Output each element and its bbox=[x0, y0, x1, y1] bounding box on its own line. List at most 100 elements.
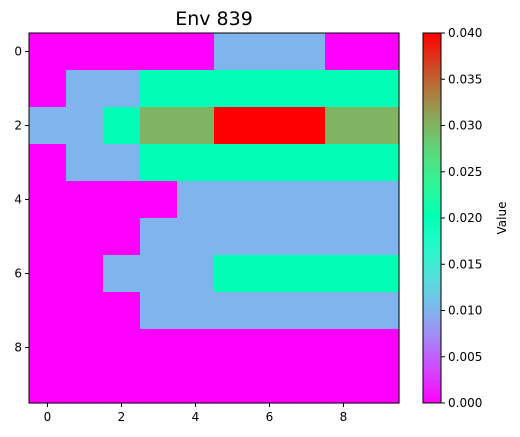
x-tick-label: 2 bbox=[118, 410, 126, 424]
x-tick-label: 4 bbox=[192, 410, 200, 424]
heatmap-cell bbox=[251, 329, 289, 367]
heatmap-cell bbox=[288, 107, 326, 145]
colorbar-label: Value bbox=[495, 202, 509, 235]
heatmap-cell bbox=[288, 366, 326, 404]
heatmap-cell bbox=[214, 144, 252, 182]
heatmap-cell bbox=[177, 33, 215, 71]
heatmap-cell bbox=[251, 33, 289, 71]
heatmap-cell bbox=[29, 33, 67, 71]
heatmap-cell bbox=[66, 329, 104, 367]
heatmap-cell bbox=[362, 329, 400, 367]
y-axis: 0 2 4 6 8 bbox=[14, 45, 29, 355]
heatmap-cell bbox=[177, 329, 215, 367]
heatmap-cell bbox=[214, 366, 252, 404]
heatmap-cell bbox=[103, 70, 141, 108]
heatmap-cell bbox=[251, 366, 289, 404]
x-axis: 0 2 4 6 8 bbox=[44, 403, 347, 424]
heatmap-cell bbox=[325, 292, 363, 330]
heatmap-cell bbox=[103, 107, 141, 145]
heatmap-cell bbox=[325, 181, 363, 219]
colorbar-tick-label: 0.005 bbox=[448, 350, 482, 364]
heatmap-cell bbox=[214, 329, 252, 367]
heatmap-cell bbox=[29, 218, 67, 256]
heatmap-cell bbox=[288, 70, 326, 108]
heatmap-cell bbox=[103, 255, 141, 293]
heatmap-cell bbox=[325, 107, 363, 145]
heatmap-cell bbox=[66, 292, 104, 330]
x-tick-label: 6 bbox=[266, 410, 274, 424]
heatmap-cell bbox=[140, 181, 178, 219]
heatmap-cell bbox=[29, 255, 67, 293]
heatmap-cell bbox=[103, 33, 141, 71]
colorbar-tick-label: 0.035 bbox=[448, 72, 482, 86]
heatmap-cell bbox=[140, 144, 178, 182]
heatmap-cell bbox=[362, 218, 400, 256]
heatmap-cell bbox=[288, 329, 326, 367]
heatmap-cell bbox=[29, 144, 67, 182]
colorbar-tick-label: 0.010 bbox=[448, 304, 482, 318]
heatmap-cell bbox=[103, 366, 141, 404]
heatmap-cell bbox=[251, 107, 289, 145]
heatmap-cell bbox=[362, 144, 400, 182]
heatmap-cell bbox=[140, 218, 178, 256]
heatmap-cell bbox=[140, 292, 178, 330]
heatmap-cell bbox=[140, 107, 178, 145]
heatmap-cell bbox=[251, 292, 289, 330]
y-tick-label: 4 bbox=[14, 193, 22, 207]
heatmap-cell bbox=[288, 292, 326, 330]
heatmap-cell bbox=[177, 292, 215, 330]
heatmap-cell bbox=[362, 366, 400, 404]
heatmap-cell bbox=[325, 255, 363, 293]
heatmap-cell bbox=[140, 70, 178, 108]
heatmap-cell bbox=[66, 107, 104, 145]
heatmap-cell bbox=[66, 144, 104, 182]
heatmap-cell bbox=[66, 33, 104, 71]
heatmap-cell bbox=[177, 107, 215, 145]
heatmap-cell bbox=[325, 144, 363, 182]
heatmap-cell bbox=[29, 329, 67, 367]
colorbar bbox=[422, 32, 442, 404]
heatmap-cell bbox=[325, 366, 363, 404]
heatmap-cell bbox=[288, 144, 326, 182]
heatmap-cell bbox=[251, 181, 289, 219]
y-tick-label: 2 bbox=[14, 119, 22, 133]
heatmap-cell bbox=[214, 255, 252, 293]
colorbar-tick-label: 0.025 bbox=[448, 165, 482, 179]
heatmap-cell bbox=[29, 107, 67, 145]
heatmap-cell bbox=[177, 218, 215, 256]
heatmap-cell bbox=[214, 218, 252, 256]
heatmap-cell bbox=[214, 107, 252, 145]
colorbar-tick-label: 0.015 bbox=[448, 257, 482, 271]
heatmap-cell bbox=[103, 218, 141, 256]
colorbar-tick-label: 0.040 bbox=[448, 26, 482, 40]
heatmap-cell bbox=[66, 366, 104, 404]
heatmap-cell bbox=[288, 218, 326, 256]
y-tick-label: 0 bbox=[14, 45, 22, 59]
heatmap-cell bbox=[66, 181, 104, 219]
heatmap-cell bbox=[177, 255, 215, 293]
heatmap-cells bbox=[29, 33, 400, 404]
heatmap-cell bbox=[103, 144, 141, 182]
heatmap-cell bbox=[177, 144, 215, 182]
plot-frame bbox=[28, 32, 400, 404]
heatmap-cell bbox=[29, 70, 67, 108]
colorbar-tick-label: 0.030 bbox=[448, 119, 482, 133]
heatmap-cell bbox=[214, 292, 252, 330]
heatmap-cell bbox=[177, 70, 215, 108]
heatmap-cell bbox=[140, 33, 178, 71]
y-tick-label: 8 bbox=[14, 341, 22, 355]
heatmap-cell bbox=[177, 366, 215, 404]
heatmap-cell bbox=[66, 70, 104, 108]
heatmap-cell bbox=[66, 255, 104, 293]
heatmap-cell bbox=[325, 329, 363, 367]
heatmap-cell bbox=[214, 181, 252, 219]
heatmap-cell bbox=[362, 107, 400, 145]
heatmap-cell bbox=[325, 70, 363, 108]
heatmap-cell bbox=[362, 33, 400, 71]
heatmap-cell bbox=[177, 181, 215, 219]
heatmap-cell bbox=[325, 218, 363, 256]
chart-title: Env 839 bbox=[175, 8, 253, 30]
y-tick-label: 6 bbox=[14, 267, 22, 281]
heatmap-cell bbox=[140, 255, 178, 293]
